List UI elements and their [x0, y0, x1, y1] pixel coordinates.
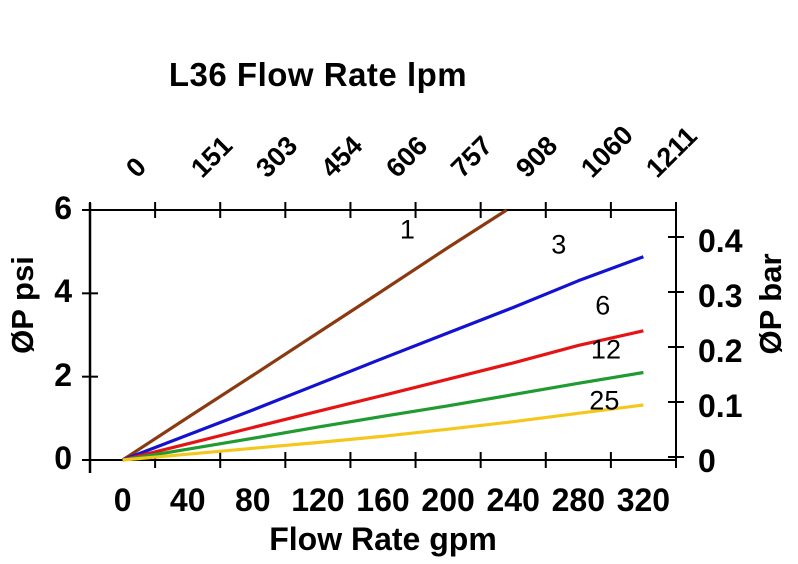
bottom-axis-title: Flow Rate gpm — [269, 521, 497, 557]
series-label-3: 3 — [551, 229, 567, 260]
chart-title: L36 Flow Rate lpm — [168, 56, 468, 93]
left-tick-label: 0 — [54, 440, 72, 476]
left-tick-label: 6 — [54, 190, 72, 226]
series-line-12 — [122, 370, 644, 462]
series-label-1: 1 — [399, 214, 415, 245]
bottom-tick-label: 320 — [616, 482, 671, 518]
right-tick-label: 0.3 — [698, 278, 743, 314]
series-label-12: 12 — [590, 334, 621, 365]
bottom-tick-label: 280 — [551, 482, 605, 518]
bottom-tick-label: 80 — [235, 482, 271, 518]
left-tick-label: 2 — [54, 356, 72, 393]
series-line-25 — [122, 403, 644, 462]
left-tick-label: 4 — [54, 273, 72, 310]
right-tick-label: 0.1 — [698, 388, 743, 424]
bottom-tick-label: 160 — [356, 482, 410, 518]
series-line-1 — [121, 208, 508, 462]
bottom-tick-label: 200 — [421, 482, 475, 518]
right-tick-label: 0.2 — [698, 333, 743, 369]
bottom-tick-label: 120 — [291, 482, 345, 518]
series-line-6 — [122, 329, 644, 462]
series-label-6: 6 — [595, 290, 611, 321]
series-label-25: 25 — [589, 385, 620, 416]
bottom-tick-label: 240 — [486, 482, 540, 518]
series-line-3 — [122, 255, 644, 462]
right-tick-label: 0.4 — [698, 223, 743, 259]
bottom-tick-label: 0 — [113, 482, 132, 518]
right-tick-label: 0 — [698, 443, 716, 479]
bottom-tick-label: 40 — [169, 482, 206, 518]
